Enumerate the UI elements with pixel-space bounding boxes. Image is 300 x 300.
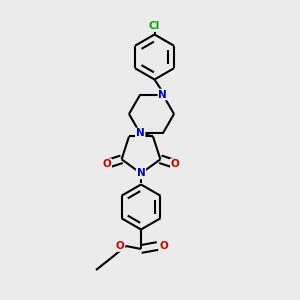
Text: O: O [160,241,169,251]
Text: N: N [136,128,145,139]
Text: O: O [171,159,180,169]
Text: O: O [116,241,124,251]
Text: O: O [102,159,111,169]
Text: Cl: Cl [149,21,160,31]
Text: N: N [136,168,146,178]
Text: N: N [158,89,167,100]
